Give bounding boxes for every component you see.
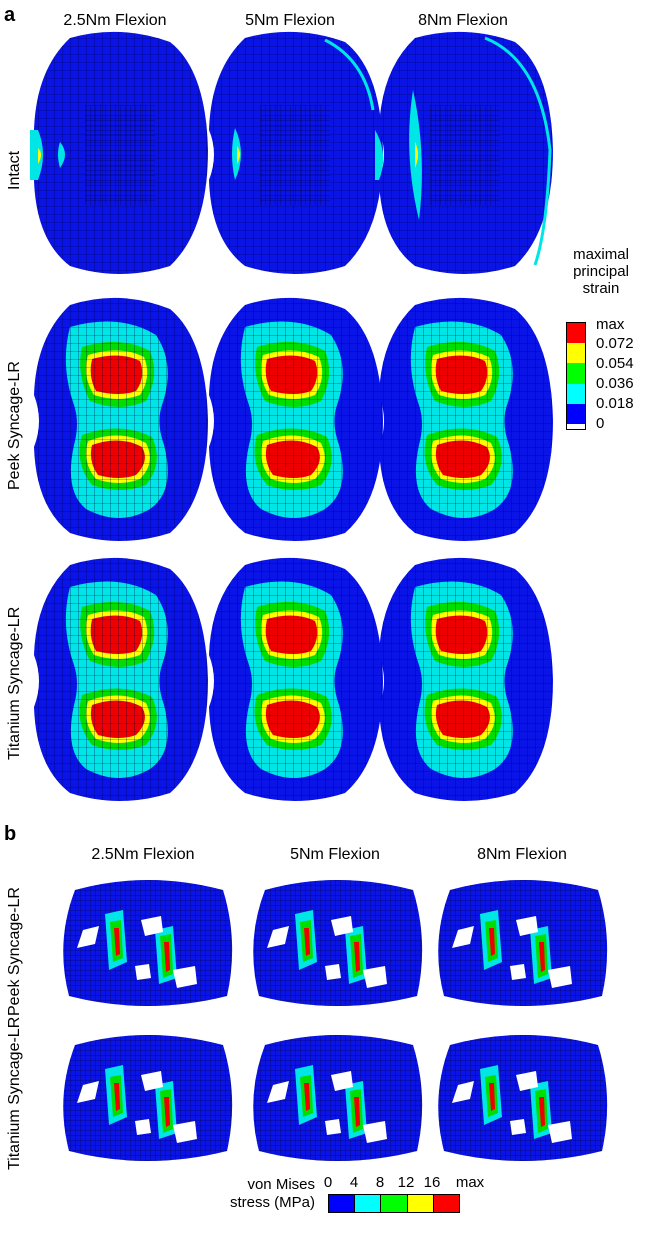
intact-model-5nm (209, 31, 383, 274)
titanium-cage-8nm (438, 1035, 608, 1161)
strain-legend-title: maximal principal strain (556, 246, 646, 297)
stress-legend-title-line: stress (MPa) (229, 1194, 315, 1211)
strain-legend-label: 0.072 (596, 335, 634, 352)
titanium-cage-2-5nm (63, 1035, 233, 1161)
stress-legend-swatch (329, 1195, 356, 1212)
panel-a-col-title-3: 8Nm Flexion (418, 12, 508, 29)
panel-b-letter: b (4, 823, 17, 845)
stress-legend-title-line: von Mises (247, 1176, 315, 1193)
stress-legend-swatch (355, 1195, 382, 1212)
peek-cage-2-5nm (63, 880, 233, 1006)
stress-legend-label: 0 (323, 1174, 333, 1191)
intact-model-8nm (375, 31, 553, 274)
panel-a-row-label-peek: Peek Syncage-LR (6, 361, 23, 490)
stress-legend-title: von Mises stress (MPa) (225, 1176, 315, 1212)
titanium-model-5nm (209, 557, 383, 801)
strain-legend-title-line: maximal (573, 246, 629, 263)
stress-legend-bar (328, 1194, 460, 1213)
strain-legend-label: max (596, 316, 625, 333)
strain-legend-title-line: principal (573, 263, 629, 280)
strain-legend-swatch (567, 343, 585, 364)
stress-legend-label: 16 (423, 1174, 441, 1191)
stress-legend-label: 12 (397, 1174, 415, 1191)
strain-legend-swatch (567, 403, 585, 424)
peek-model-8nm (379, 297, 553, 541)
stress-legend-label: max (455, 1174, 485, 1191)
strain-legend-swatch (567, 383, 585, 404)
stress-legend-swatch (381, 1195, 408, 1212)
panel-a-letter: a (4, 4, 16, 26)
panel-a-row-label-titanium: Titanium Syncage-LR (6, 606, 23, 760)
strain-legend-swatches (566, 322, 586, 430)
panel-a-col-title-1: 2.5Nm Flexion (63, 12, 167, 29)
titanium-model-8nm (379, 557, 553, 801)
panel-b-col-title-2: 5Nm Flexion (290, 846, 380, 863)
strain-legend-title-line: strain (582, 280, 620, 297)
titanium-model-2-5nm (34, 557, 208, 801)
stress-legend-label: 4 (349, 1174, 359, 1191)
stress-legend-label: 8 (375, 1174, 385, 1191)
stress-legend-swatch (433, 1195, 460, 1212)
strain-legend-label: 0.018 (596, 395, 634, 412)
panel-a-row-label-intact: Intact (6, 150, 23, 190)
panel-b-col-title-1: 2.5Nm Flexion (91, 846, 195, 863)
panel-a-col-title-2: 5Nm Flexion (245, 12, 335, 29)
intact-model-2-5nm (30, 31, 208, 274)
strain-legend-swatch (567, 323, 585, 344)
strain-legend-swatch (567, 363, 585, 384)
panel-b-row-label-titanium: Titanium Syncage-LR (6, 1016, 23, 1170)
titanium-cage-5nm (253, 1035, 423, 1161)
panel-b-col-title-3: 8Nm Flexion (477, 846, 567, 863)
peek-cage-5nm (253, 880, 423, 1006)
strain-legend-label: 0.036 (596, 375, 634, 392)
peek-model-5nm (209, 297, 383, 541)
stress-legend-swatch (407, 1195, 434, 1212)
peek-model-2-5nm (34, 297, 208, 541)
peek-cage-8nm (438, 880, 608, 1006)
strain-legend-label: 0 (596, 415, 605, 432)
strain-legend-label: 0.054 (596, 355, 634, 372)
panel-b-row-label-peek: Peek Syncage-LR (6, 887, 23, 1016)
